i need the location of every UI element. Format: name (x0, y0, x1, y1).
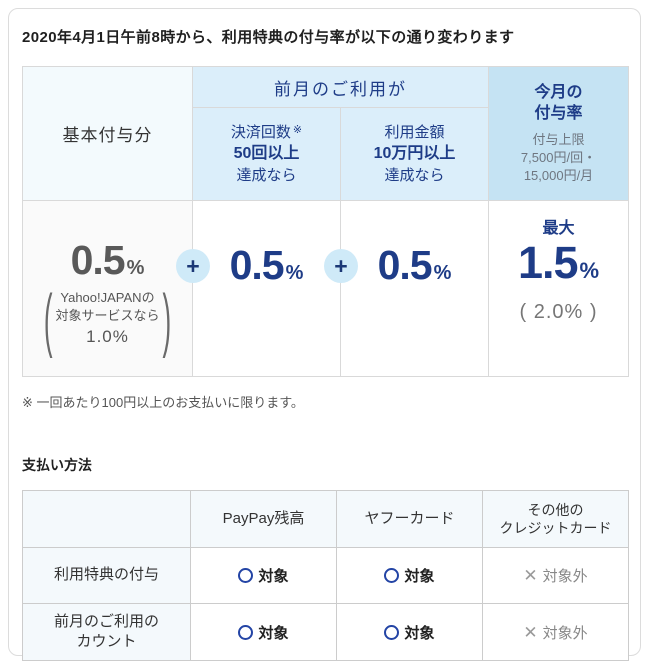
plus-icon: + (324, 249, 358, 283)
payment-method-table: PayPay残高 ヤフーカード その他の クレジットカード 利用特典の付与 対象… (22, 490, 629, 661)
eligible-label: 対象 (258, 568, 289, 585)
grant-cap-note: 付与上限 7,500円/回・ 15,000円/月 (520, 132, 597, 183)
promo-notice-card: 2020年4月1日午前8時から、利用特典の付与率が以下の通り変わります 基本付与… (8, 8, 641, 661)
circle-eligible-icon (238, 624, 254, 640)
condition-payment-count: 決済回数 ※ 50回以上 達成なら (193, 108, 340, 200)
reward-rate-table: 基本付与分 前月のご利用が 今月の 付与率 付与上限 7,500円/回・ 15,… (22, 66, 629, 377)
condition-payment-count-suffix: 達成なら (236, 167, 297, 185)
circle-eligible-icon (238, 568, 254, 583)
max-label: 最大 (542, 220, 575, 237)
eligibility-cell: 対象 (337, 548, 482, 603)
eligible-label: 対象 (404, 624, 435, 642)
eligibility-cell: 対象 (191, 548, 336, 603)
eligibility-cell: 対象 (191, 604, 336, 660)
column-header-paypay-balance: PayPay残高 (191, 491, 336, 547)
condition-usage-amount: 利用金額 10万円以上 達成なら (341, 108, 488, 200)
row-label-previous-month-count: 前月のご利用の カウント (23, 604, 190, 660)
usage-amount-bonus-value: 0.5% (377, 242, 452, 288)
base-rate-header: 基本付与分 (23, 67, 192, 200)
page-title: 2020年4月1日午前8時から、利用特典の付与率が以下の通り変わります (22, 29, 515, 46)
minimum-payment-footnote: ※ 一回あたり100円以上のお支払いに限ります。 (22, 395, 304, 410)
total-rate-cell: 最大 1.5% ( 2.0% ) (489, 201, 628, 376)
cross-not-eligible-icon: ✕ (523, 566, 538, 585)
base-rate-value-cell: 0.5% ( Yahoo!JAPANの 対象サービスなら 1.0% ) (23, 201, 192, 376)
total-rate-alt-value: ( 2.0% ) (519, 300, 598, 323)
this-month-rate-header: 今月の 付与率 付与上限 7,500円/回・ 15,000円/月 (489, 67, 628, 200)
base-rate-value: 0.5% (70, 237, 145, 283)
previous-month-header: 前月のご利用が (193, 67, 488, 107)
column-header-yahoo-card: ヤフーカード (337, 491, 482, 547)
circle-eligible-icon (384, 568, 400, 583)
total-rate-value: 1.5% (517, 237, 600, 288)
eligible-label: 対象 (258, 624, 289, 642)
column-header-other-credit-card: その他の クレジットカード (483, 491, 628, 547)
eligibility-cell: ✕ 対象外 (483, 604, 628, 660)
condition-usage-amount-value: 10万円以上 (373, 144, 456, 162)
payment-method-heading: 支払い方法 (22, 457, 92, 473)
close-paren: ) (162, 278, 172, 360)
yahoo-japan-note: ( Yahoo!JAPANの 対象サービスなら 1.0% ) (43, 278, 172, 360)
this-month-rate-title: 今月の 付与率 (534, 83, 583, 122)
not-eligible-label: 対象外 (542, 568, 588, 585)
not-eligible-label: 対象外 (542, 624, 588, 642)
condition-usage-amount-suffix: 達成なら (384, 167, 445, 185)
condition-usage-amount-name: 利用金額 (384, 123, 445, 141)
usage-amount-bonus-cell: 0.5% (341, 201, 488, 376)
eligibility-cell: 対象 (337, 604, 482, 660)
payment-table-corner-cell (23, 491, 190, 547)
eligible-label: 対象 (404, 568, 435, 585)
open-paren: ( (43, 278, 53, 360)
plus-icon: + (176, 249, 210, 283)
condition-payment-count-amount: 50回以上 (233, 144, 300, 162)
eligibility-cell: ✕ 対象外 (483, 548, 628, 603)
payment-count-bonus-value: 0.5% (229, 242, 304, 288)
cross-not-eligible-icon: ✕ (523, 622, 538, 642)
row-label-reward-grant: 利用特典の付与 (23, 548, 190, 603)
condition-payment-count-name: 決済回数 ※ (230, 123, 303, 141)
asterisk-mark: ※ (292, 123, 303, 136)
payment-count-bonus-cell: 0.5% (193, 201, 340, 376)
circle-eligible-icon (384, 624, 400, 640)
